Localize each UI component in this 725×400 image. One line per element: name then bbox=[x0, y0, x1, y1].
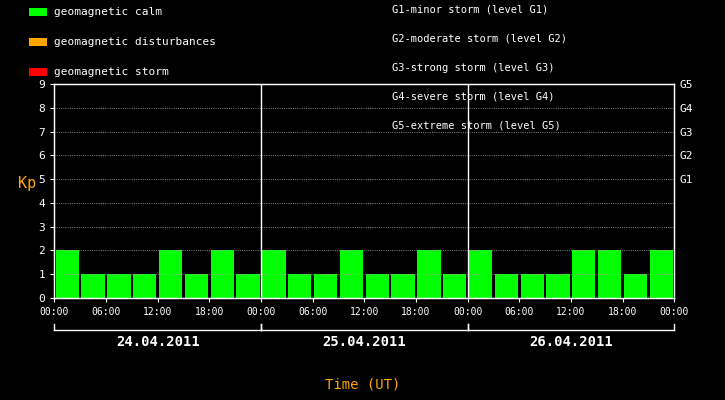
Bar bbox=[650, 250, 673, 298]
Bar bbox=[521, 274, 544, 298]
Bar bbox=[598, 250, 621, 298]
Bar bbox=[418, 250, 441, 298]
Bar bbox=[494, 274, 518, 298]
Text: G4-severe storm (level G4): G4-severe storm (level G4) bbox=[392, 91, 554, 101]
Bar bbox=[288, 274, 311, 298]
Bar bbox=[211, 250, 234, 298]
Text: geomagnetic storm: geomagnetic storm bbox=[54, 67, 169, 77]
Text: 25.04.2011: 25.04.2011 bbox=[323, 335, 406, 349]
Text: 26.04.2011: 26.04.2011 bbox=[529, 335, 613, 349]
Y-axis label: Kp: Kp bbox=[18, 176, 36, 191]
Bar bbox=[340, 250, 363, 298]
Bar bbox=[159, 250, 182, 298]
Text: G3-strong storm (level G3): G3-strong storm (level G3) bbox=[392, 63, 554, 73]
Bar bbox=[314, 274, 337, 298]
Text: G2-moderate storm (level G2): G2-moderate storm (level G2) bbox=[392, 34, 566, 44]
Text: geomagnetic disturbances: geomagnetic disturbances bbox=[54, 37, 216, 47]
Text: Time (UT): Time (UT) bbox=[325, 377, 400, 391]
Bar bbox=[107, 274, 130, 298]
Bar bbox=[185, 274, 208, 298]
Bar bbox=[133, 274, 157, 298]
Bar bbox=[365, 274, 389, 298]
Bar bbox=[236, 274, 260, 298]
Bar bbox=[624, 274, 647, 298]
Bar bbox=[56, 250, 79, 298]
Text: G1-minor storm (level G1): G1-minor storm (level G1) bbox=[392, 5, 548, 15]
Bar bbox=[572, 250, 595, 298]
Text: geomagnetic calm: geomagnetic calm bbox=[54, 7, 162, 17]
Text: G5-extreme storm (level G5): G5-extreme storm (level G5) bbox=[392, 120, 560, 130]
Bar bbox=[547, 274, 570, 298]
Bar bbox=[443, 274, 466, 298]
Bar bbox=[469, 250, 492, 298]
Text: 24.04.2011: 24.04.2011 bbox=[116, 335, 199, 349]
Bar bbox=[81, 274, 104, 298]
Bar bbox=[262, 250, 286, 298]
Bar bbox=[392, 274, 415, 298]
